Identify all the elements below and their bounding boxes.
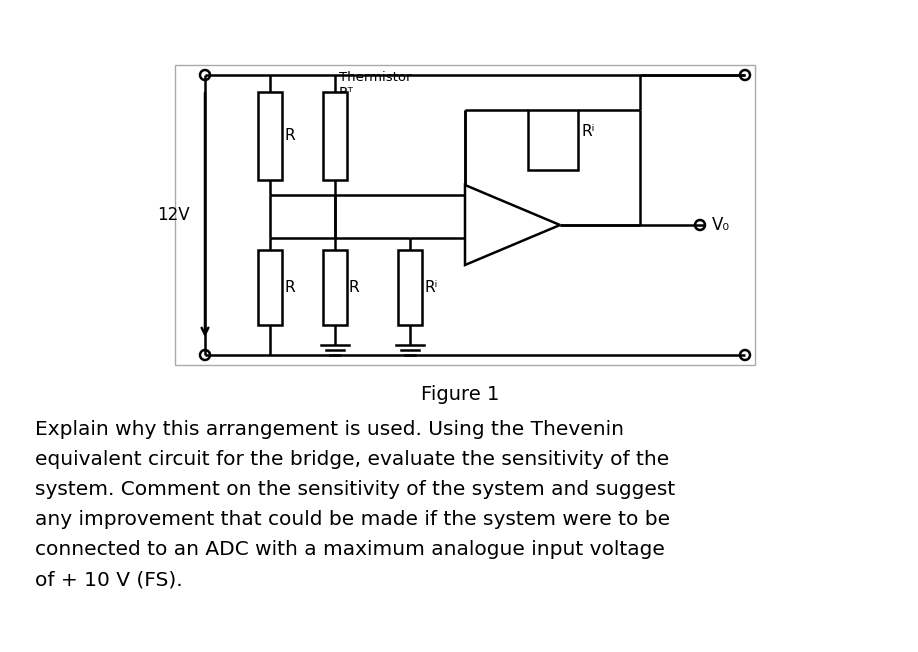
Text: V₀: V₀ [712, 216, 730, 234]
Text: connected to an ADC with a maximum analogue input voltage: connected to an ADC with a maximum analo… [35, 540, 665, 559]
Bar [398, 250, 422, 325]
Text: R: R [349, 280, 360, 295]
Text: Rⁱ: Rⁱ [581, 125, 595, 140]
Text: of + 10 V (FS).: of + 10 V (FS). [35, 570, 183, 589]
Text: Rⁱ: Rⁱ [424, 280, 437, 295]
Bar [528, 110, 577, 170]
Text: R: R [284, 128, 295, 143]
Text: 12V: 12V [157, 206, 190, 224]
Text: +: + [473, 235, 486, 250]
Bar [175, 65, 755, 365]
Bar [258, 250, 282, 325]
Text: equivalent circuit for the bridge, evaluate the sensitivity of the: equivalent circuit for the bridge, evalu… [35, 450, 669, 469]
Text: −: − [473, 200, 486, 215]
Bar [258, 92, 282, 180]
Text: Figure 1: Figure 1 [420, 385, 499, 404]
Bar [323, 92, 347, 180]
Bar [323, 250, 347, 325]
Text: Rᵀ: Rᵀ [339, 86, 353, 100]
Polygon shape [465, 185, 560, 265]
Text: system. Comment on the sensitivity of the system and suggest: system. Comment on the sensitivity of th… [35, 480, 676, 499]
Text: R: R [284, 280, 295, 295]
Text: Thermistor: Thermistor [339, 71, 411, 84]
Text: Explain why this arrangement is used. Using the Thevenin: Explain why this arrangement is used. Us… [35, 420, 624, 439]
Text: any improvement that could be made if the system were to be: any improvement that could be made if th… [35, 510, 670, 529]
